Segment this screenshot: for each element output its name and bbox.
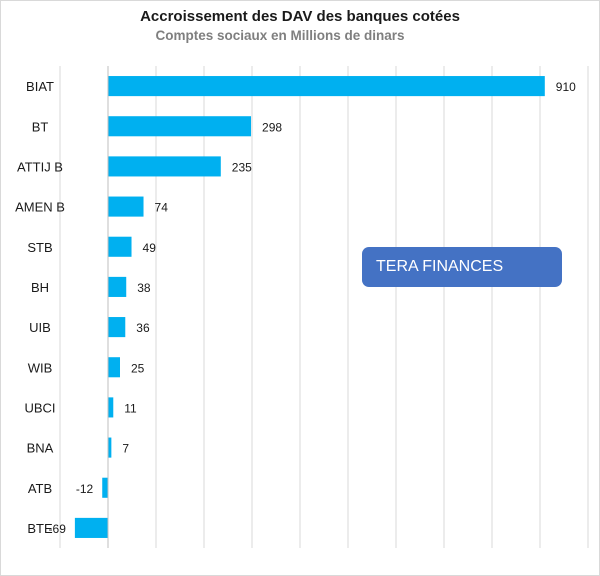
category-labels: BIAT BT ATTIJ B AMEN B STB BH UIB WIB UBCI BNA ATB…	[15, 79, 65, 536]
category-label: AMEN B	[15, 200, 65, 215]
gridlines	[59, 66, 589, 548]
data-label: 7	[122, 442, 129, 456]
chart-title: Accroissement des DAV des banques cotées	[140, 8, 460, 25]
data-label: -12	[76, 482, 94, 496]
bar	[108, 116, 252, 137]
bar	[108, 156, 221, 177]
value-labels: 910 298 235 74 49 38 36 25 11 7 -12 -69	[49, 80, 577, 536]
data-label: 298	[262, 120, 282, 134]
bar	[108, 357, 120, 378]
data-label: -69	[49, 522, 67, 536]
data-label: 910	[556, 80, 576, 94]
bar	[108, 276, 127, 297]
bar	[108, 76, 545, 97]
category-label: ATB	[28, 481, 52, 496]
bar	[108, 397, 114, 418]
data-label: 25	[131, 361, 145, 375]
bar	[108, 317, 126, 338]
bars	[74, 76, 545, 538]
category-label: ATTIJ B	[17, 159, 63, 174]
bar	[102, 477, 108, 498]
data-label: 235	[232, 160, 252, 174]
bar	[74, 517, 108, 538]
bar	[108, 236, 132, 257]
data-label: 38	[137, 281, 151, 295]
category-label: BIAT	[26, 79, 54, 94]
tera-finances-watermark: TERA FINANCES	[362, 247, 562, 287]
category-label: BH	[31, 280, 49, 295]
category-label: UIB	[29, 320, 51, 335]
bar	[108, 437, 112, 458]
data-label: 49	[143, 241, 157, 255]
category-label: WIB	[28, 360, 53, 375]
category-label: STB	[27, 240, 52, 255]
watermark-text: TERA FINANCES	[376, 258, 504, 275]
data-label: 36	[136, 321, 150, 335]
category-label: BT	[32, 119, 49, 134]
data-label: 74	[155, 201, 169, 215]
category-label: UBCI	[24, 400, 55, 415]
bar	[108, 196, 144, 217]
category-label: BNA	[27, 441, 54, 456]
data-label: 11	[124, 401, 137, 415]
chart-subtitle: Comptes sociaux en Millions de dinars	[155, 28, 405, 43]
category-label: BTE	[27, 521, 53, 536]
